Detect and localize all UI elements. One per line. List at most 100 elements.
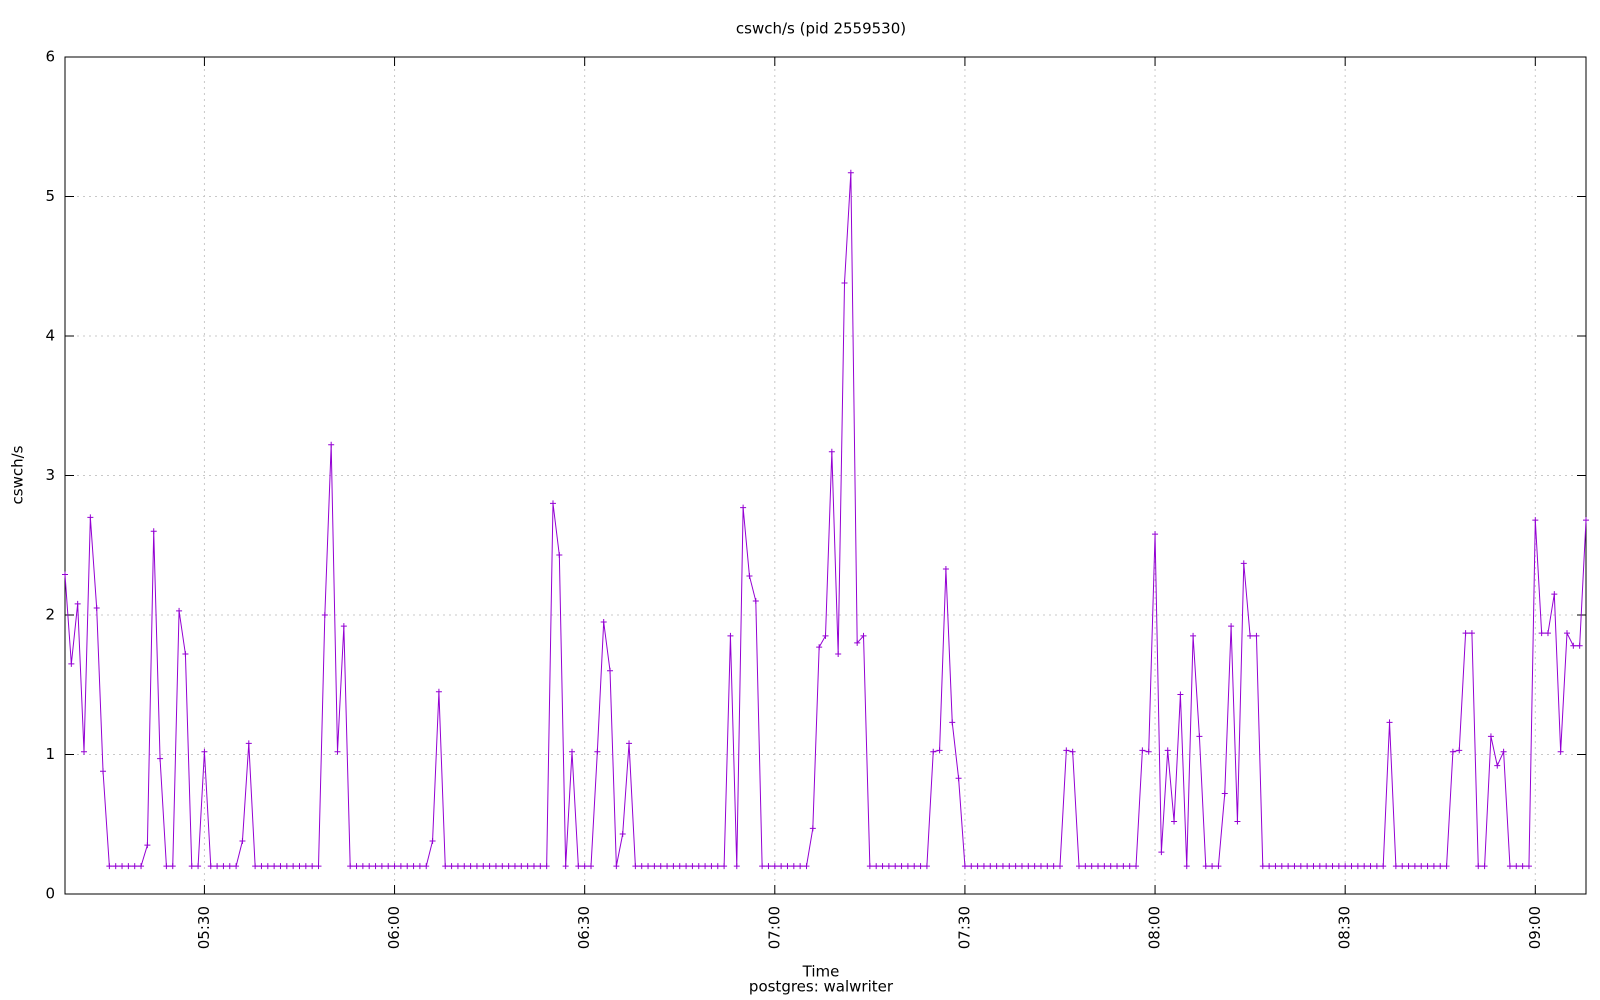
data-point bbox=[1487, 733, 1494, 740]
data-point bbox=[689, 863, 696, 870]
data-point bbox=[1373, 863, 1380, 870]
data-point bbox=[619, 831, 626, 838]
data-point bbox=[1006, 863, 1013, 870]
data-point bbox=[904, 863, 911, 870]
data-point bbox=[784, 863, 791, 870]
data-point bbox=[277, 863, 284, 870]
data-point bbox=[1158, 849, 1165, 856]
data-point bbox=[1348, 863, 1355, 870]
data-point bbox=[1221, 790, 1228, 797]
data-point bbox=[936, 747, 943, 754]
data-point bbox=[803, 863, 810, 870]
data-point bbox=[1316, 863, 1323, 870]
data-point bbox=[283, 863, 290, 870]
data-point bbox=[1532, 517, 1539, 524]
data-point bbox=[473, 863, 480, 870]
y-tick-label: 2 bbox=[45, 606, 55, 624]
data-point bbox=[1247, 632, 1254, 639]
data-point bbox=[176, 607, 183, 614]
data-point bbox=[816, 644, 823, 651]
data-point bbox=[828, 448, 835, 455]
data-point bbox=[1177, 691, 1184, 698]
data-point bbox=[1329, 863, 1336, 870]
y-tick-label: 6 bbox=[45, 48, 55, 66]
data-point bbox=[885, 863, 892, 870]
data-point bbox=[385, 863, 392, 870]
data-point bbox=[150, 528, 157, 535]
data-point bbox=[1101, 863, 1108, 870]
x-tick-label: 07:00 bbox=[765, 906, 783, 949]
data-point bbox=[740, 504, 747, 511]
data-point bbox=[1323, 863, 1330, 870]
data-point bbox=[296, 863, 303, 870]
data-point bbox=[100, 768, 107, 775]
data-point bbox=[264, 863, 271, 870]
data-point bbox=[879, 863, 886, 870]
x-tick-label: 08:00 bbox=[1146, 906, 1164, 949]
data-point bbox=[607, 667, 614, 674]
data-point bbox=[131, 863, 138, 870]
data-point bbox=[397, 863, 404, 870]
x-tick-label: 08:30 bbox=[1336, 906, 1354, 949]
data-point bbox=[873, 863, 880, 870]
data-point bbox=[575, 863, 582, 870]
data-point bbox=[923, 863, 930, 870]
y-tick-label: 4 bbox=[45, 327, 55, 345]
data-point bbox=[1272, 863, 1279, 870]
data-point bbox=[949, 719, 956, 726]
data-point bbox=[1468, 630, 1475, 637]
data-point bbox=[220, 863, 227, 870]
data-point bbox=[429, 837, 436, 844]
data-point bbox=[1538, 630, 1545, 637]
data-point bbox=[695, 863, 702, 870]
data-point bbox=[309, 863, 316, 870]
data-point bbox=[1557, 748, 1564, 755]
data-point bbox=[233, 863, 240, 870]
data-point bbox=[302, 863, 309, 870]
data-point bbox=[917, 863, 924, 870]
data-point bbox=[866, 863, 873, 870]
data-point bbox=[854, 639, 861, 646]
data-point bbox=[1462, 630, 1469, 637]
data-point bbox=[822, 632, 829, 639]
data-point bbox=[530, 863, 537, 870]
data-point bbox=[416, 863, 423, 870]
data-point bbox=[454, 863, 461, 870]
data-point bbox=[1037, 863, 1044, 870]
data-point bbox=[505, 863, 512, 870]
data-point bbox=[467, 863, 474, 870]
data-point bbox=[461, 863, 468, 870]
data-point bbox=[1443, 863, 1450, 870]
data-point bbox=[1107, 863, 1114, 870]
data-point bbox=[1576, 642, 1583, 649]
data-point bbox=[746, 572, 753, 579]
data-point bbox=[892, 863, 899, 870]
data-point bbox=[511, 863, 518, 870]
y-tick-label: 3 bbox=[45, 466, 55, 484]
data-point bbox=[328, 441, 335, 448]
x-tick-label: 05:30 bbox=[195, 906, 213, 949]
data-point bbox=[1456, 747, 1463, 754]
data-point bbox=[670, 863, 677, 870]
data-point bbox=[74, 600, 81, 607]
data-point bbox=[435, 688, 442, 695]
data-point bbox=[961, 863, 968, 870]
data-point bbox=[664, 863, 671, 870]
data-point bbox=[714, 863, 721, 870]
data-point bbox=[1234, 818, 1241, 825]
subtitle: postgres: walwriter bbox=[749, 978, 894, 996]
data-point bbox=[1266, 863, 1273, 870]
data-point bbox=[581, 863, 588, 870]
data-point bbox=[562, 863, 569, 870]
data-point bbox=[1563, 630, 1570, 637]
data-point bbox=[119, 863, 126, 870]
data-point bbox=[378, 863, 385, 870]
data-point bbox=[1050, 863, 1057, 870]
data-point bbox=[841, 279, 848, 286]
data-point bbox=[797, 863, 804, 870]
data-point bbox=[1069, 748, 1076, 755]
data-point bbox=[518, 863, 525, 870]
data-point bbox=[1164, 747, 1171, 754]
data-point bbox=[1183, 863, 1190, 870]
